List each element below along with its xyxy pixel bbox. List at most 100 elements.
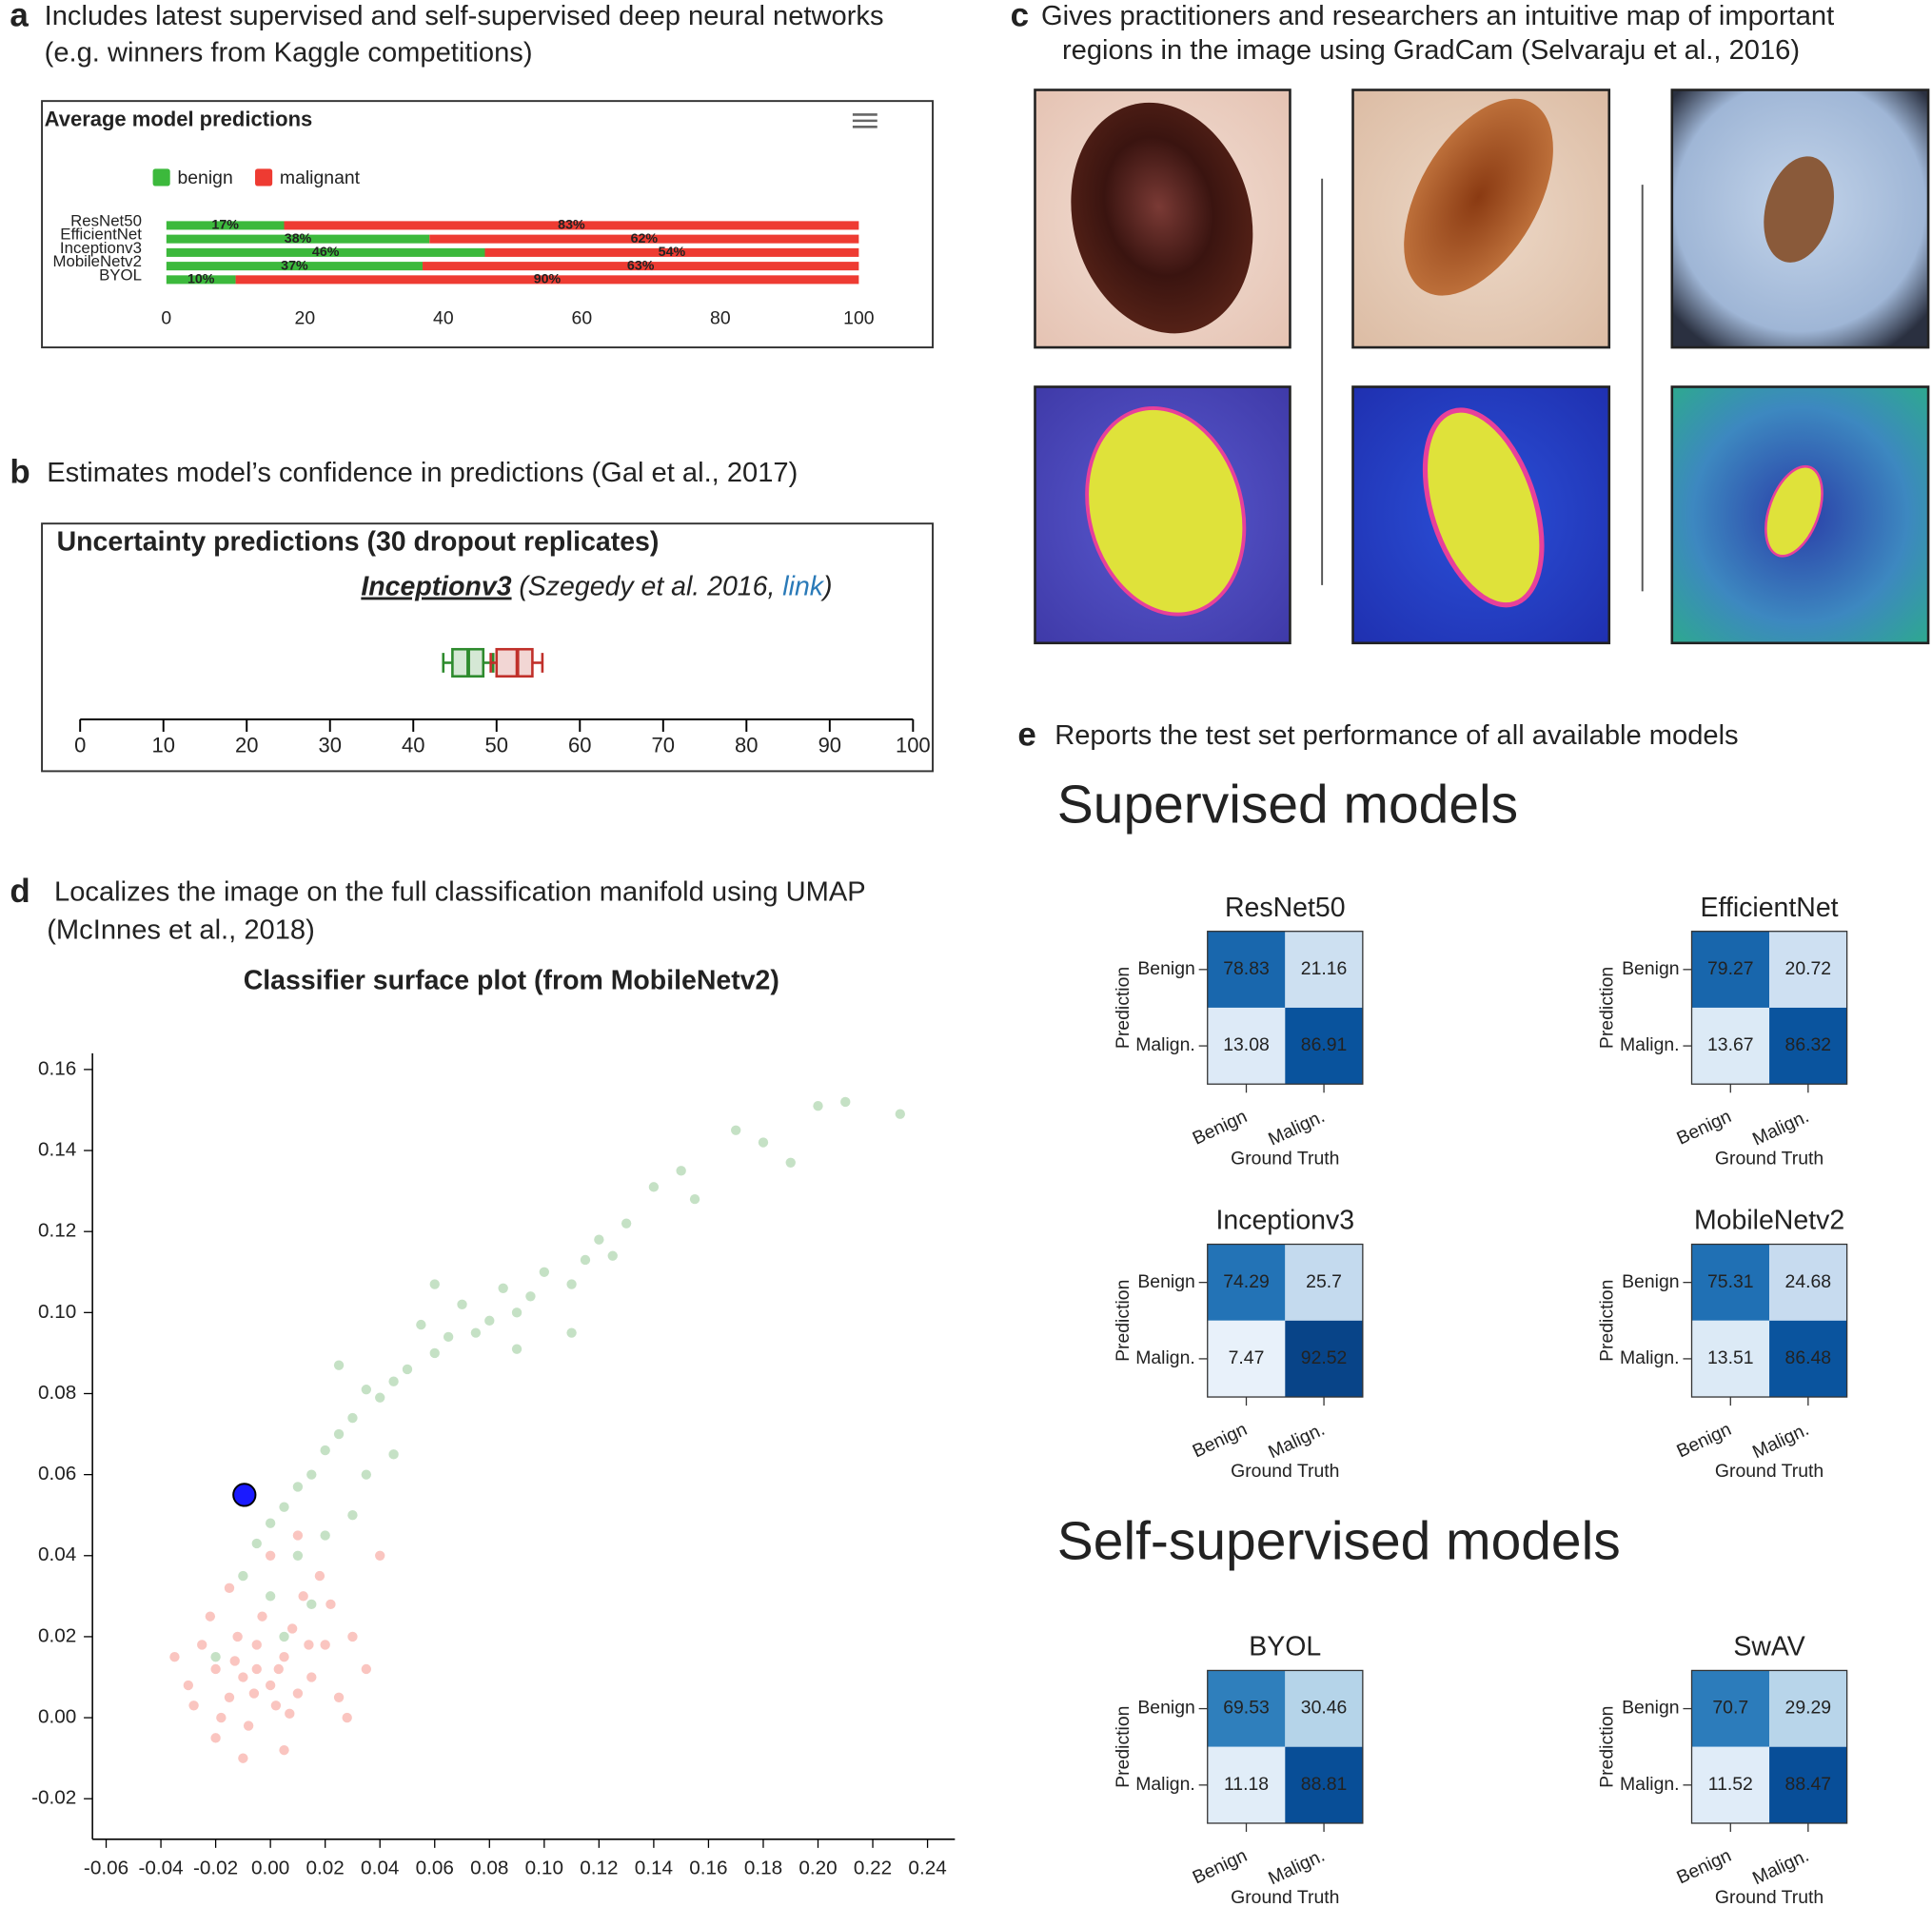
scatter-point — [292, 1688, 304, 1699]
panel-caption: Localizes the image on the full classifi… — [54, 876, 866, 907]
panel-caption: Estimates model’s confidence in predicti… — [47, 458, 798, 488]
heatmap-frame — [1690, 1243, 1848, 1398]
scatter-point — [320, 1640, 330, 1650]
scatter-point — [292, 1482, 304, 1492]
heatmap-cell — [1285, 1320, 1363, 1398]
cell-value: 86.48 — [1785, 1347, 1832, 1368]
chart-title: Classifier surface plot (from MobileNetv… — [244, 965, 779, 995]
y-tick-label: 0.10 — [38, 1301, 76, 1323]
scatter-point — [342, 1712, 352, 1723]
scatter-point — [429, 1279, 440, 1289]
cell-value: 74.29 — [1223, 1271, 1270, 1292]
scatter-point — [333, 1360, 345, 1370]
chart-title: BYOL — [1249, 1632, 1321, 1662]
heatmap-cell — [1285, 1244, 1363, 1321]
cell-value: 24.68 — [1785, 1271, 1832, 1292]
x-tick-label: 0 — [161, 307, 171, 328]
chart-title: ResNet50 — [1225, 893, 1346, 923]
heatmap-frame — [1207, 1669, 1364, 1824]
scatter-point — [484, 1315, 495, 1327]
scatter-point — [306, 1469, 317, 1480]
heatmap-frame — [1690, 931, 1848, 1085]
y-tick-label: Benign — [1622, 1698, 1679, 1719]
x-tick-label: 0.24 — [908, 1857, 946, 1878]
x-tick-label: 0 — [74, 733, 86, 757]
scatter-point — [205, 1611, 216, 1622]
section-heading: Supervised models — [1057, 774, 1518, 835]
scatter-point — [304, 1640, 314, 1650]
panel-caption: Gives practitioners and researchers an i… — [1041, 1, 1834, 31]
bar-segment — [166, 221, 285, 230]
heatmap-cell — [1285, 931, 1363, 1008]
scatter-point — [689, 1193, 700, 1205]
scatter-point — [539, 1267, 550, 1277]
x-tick-label: Benign — [1673, 1106, 1734, 1149]
scatter-point — [248, 1688, 260, 1699]
heatmap-cell — [1691, 1746, 1770, 1823]
heatmap-cell — [1691, 1670, 1770, 1747]
scatter-point — [347, 1510, 358, 1521]
scatter-point — [607, 1250, 618, 1261]
cell-value: 88.81 — [1301, 1774, 1348, 1795]
x-tick-label: 0.02 — [306, 1857, 345, 1878]
chart-title: Average model predictions — [45, 108, 313, 131]
x-tick-label: Malign. — [1265, 1106, 1328, 1150]
scatter-point — [470, 1327, 482, 1338]
y-tick-label: ResNet50 — [70, 211, 142, 229]
y-tick-label: Malign. — [1135, 1774, 1195, 1795]
x-tick-label: Benign — [1190, 1106, 1251, 1149]
x-axis-label: Ground Truth — [1715, 1148, 1824, 1169]
cell-value: 11.18 — [1224, 1774, 1269, 1795]
x-tick-label: 100 — [843, 307, 875, 328]
heatmap-cell — [1691, 1244, 1770, 1321]
gradcam-image — [1670, 385, 1930, 645]
heatmap-cell — [1285, 1746, 1363, 1823]
bar-segment — [166, 247, 485, 257]
scatter-point — [270, 1701, 282, 1711]
scatter-point — [216, 1712, 227, 1723]
x-tick-label: Malign. — [1265, 1845, 1328, 1889]
chart-title: MobileNetv2 — [1694, 1206, 1844, 1236]
y-tick-label: Malign. — [1135, 1034, 1195, 1055]
bar-segment — [484, 247, 859, 257]
x-axis-label: Ground Truth — [1715, 1887, 1824, 1907]
x-tick-label: 40 — [402, 733, 424, 757]
heatmap-frame — [1690, 1669, 1848, 1824]
cell-value: 7.47 — [1229, 1347, 1265, 1368]
legend-swatch — [152, 168, 170, 187]
panel-caption: regions in the image using GradCam (Selv… — [1062, 35, 1800, 66]
scatter-point — [361, 1663, 372, 1675]
y-axis-label: Prediction — [1597, 1280, 1618, 1362]
link[interactable]: link — [782, 571, 824, 601]
scatter-point — [298, 1591, 308, 1602]
heatmap-cell — [1769, 1007, 1847, 1085]
panel-letter: d — [10, 873, 30, 910]
x-tick-label: 10 — [151, 733, 174, 757]
scatter-point — [375, 1392, 385, 1403]
cell-value: 25.7 — [1306, 1271, 1342, 1292]
box — [495, 647, 534, 678]
cell-value: 88.47 — [1785, 1774, 1832, 1795]
y-tick-label: 0.12 — [38, 1220, 76, 1242]
y-axis-label: Prediction — [1113, 1280, 1134, 1362]
section-heading: Self-supervised models — [1057, 1510, 1621, 1571]
cell-value: 29.29 — [1785, 1698, 1832, 1719]
x-tick-label: Benign — [1190, 1419, 1251, 1462]
scatter-point — [511, 1344, 522, 1354]
panel-letter: e — [1017, 716, 1035, 753]
scatter-point — [257, 1611, 267, 1622]
scatter-point — [285, 1708, 295, 1719]
scatter-point — [183, 1680, 194, 1691]
scatter-point — [498, 1283, 508, 1293]
cell-value: 30.46 — [1301, 1698, 1348, 1719]
scatter-point — [251, 1640, 262, 1650]
y-tick-label: Benign — [1622, 958, 1679, 979]
chart-title: Uncertainty predictions (30 dropout repl… — [57, 526, 660, 557]
scatter-point — [388, 1449, 399, 1460]
x-tick-label: 0.18 — [744, 1857, 782, 1878]
scatter-point — [232, 1631, 243, 1642]
lesion — [1404, 98, 1553, 296]
y-tick-label: Benign — [1137, 1698, 1194, 1719]
y-axis-label: Prediction — [1597, 1706, 1618, 1788]
scatter-point — [457, 1299, 467, 1309]
